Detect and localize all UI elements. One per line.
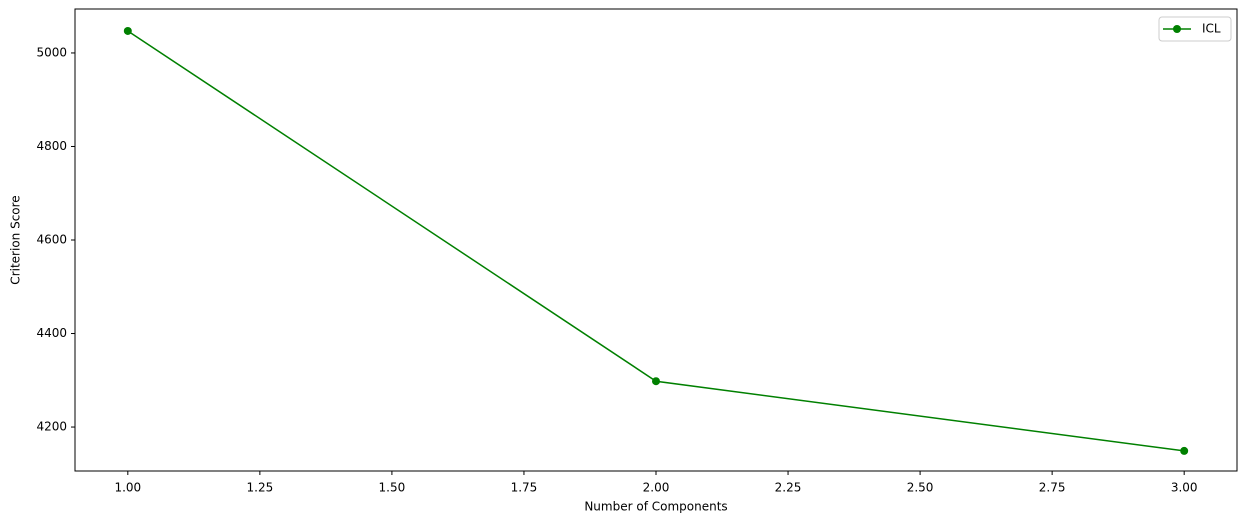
- x-axis-label: Number of Components: [584, 500, 727, 514]
- y-axis-label: Criterion Score: [9, 195, 23, 284]
- y-tick-label: 5000: [36, 45, 67, 59]
- x-tick-label: 1.75: [511, 481, 538, 495]
- point: [652, 377, 660, 386]
- point: [123, 26, 132, 35]
- series-line: [127, 30, 1185, 452]
- x-tick-label: 2.50: [907, 481, 934, 495]
- plot-frame: [74, 8, 1238, 472]
- point: [1180, 446, 1189, 455]
- x-tick-label: 2.75: [1039, 481, 1066, 495]
- y-tick-label: 4600: [36, 233, 67, 247]
- x-tick-label: 2.00: [643, 481, 670, 495]
- y-tick-label: 4800: [36, 139, 67, 153]
- y-tick-label: 4400: [36, 326, 67, 340]
- x-tick-label: 1.00: [114, 481, 141, 495]
- legend-box: [1158, 16, 1232, 42]
- x-tick-label: 3.00: [1171, 481, 1198, 495]
- legend-marker: [1173, 25, 1181, 33]
- y-tick-label: 4200: [36, 420, 67, 434]
- x-tick-label: 1.50: [379, 481, 406, 495]
- x-tick-label: 1.25: [247, 481, 274, 495]
- legend-label: ICL: [1202, 22, 1221, 36]
- x-tick-label: 2.25: [775, 481, 802, 495]
